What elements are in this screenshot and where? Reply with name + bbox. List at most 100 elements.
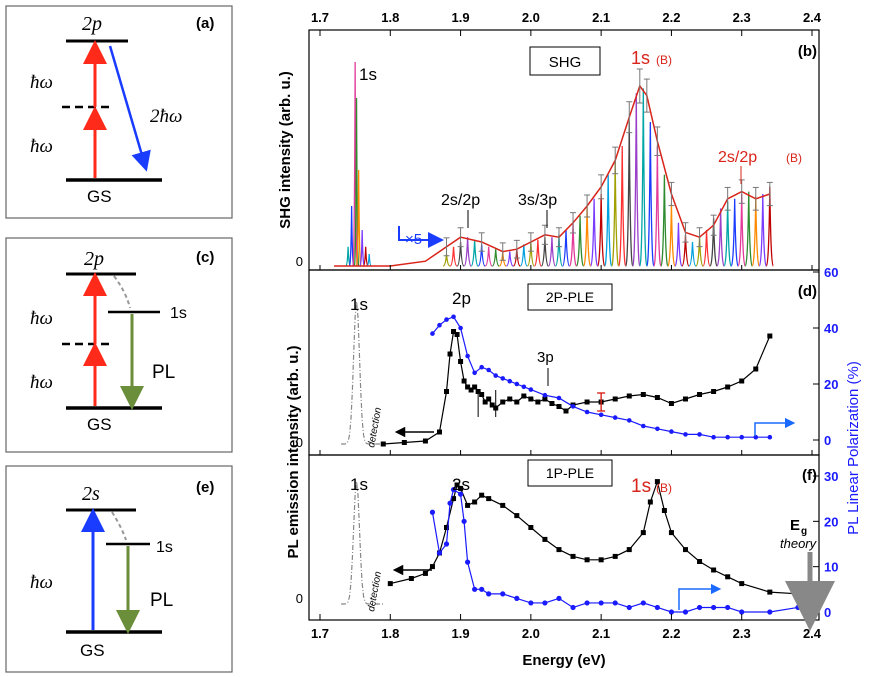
label-pl: PL [152,362,175,383]
shg-spectrum-peak [744,191,753,267]
shg-spectrum-peak [520,244,528,267]
shg-spectrum-peak [345,246,351,267]
label-gs: GS [87,415,112,434]
pol-2p-point [767,434,773,440]
ple-2p-point [500,399,506,405]
pol-1p-point [461,518,467,524]
shg-spectrum-peak [646,121,655,267]
pol-2p-point [641,423,646,429]
shg-spectrum-peak [366,253,372,267]
diagram-c: (c) 2p 1s GS ħω ħω PL [5,237,233,453]
arrow-f-right [678,583,722,610]
label-gs: GS [87,187,112,206]
ple-1p-point [584,557,590,563]
ple-2p-point [468,387,474,393]
shg-spectrum-peak [625,121,634,267]
shg-emission-arrow [108,45,151,172]
ple-1p-point [458,485,464,491]
ple-2p-point [584,399,590,405]
ple-2p-point [556,404,562,409]
pol-2p-point [493,373,499,378]
ple-2p-point [472,384,478,390]
shg-spectrum-peak [688,241,697,267]
pol-1p-point [570,604,576,611]
pol-1p-point [767,609,773,615]
annot-f-eg: E [790,517,800,534]
shg-spectrum-peak [576,215,585,267]
pol-1p-point [528,600,534,606]
legend-2p-ple-text: 2P-PLE [546,289,594,305]
y2-label-d: 60 [824,265,838,280]
top-tick-label: 2.0 [522,10,540,25]
shg-spectrum-peak [758,193,767,267]
ple-1p-point [451,496,457,502]
ple-2p-point [479,392,485,397]
ple-1p-point [697,559,703,564]
ple-2p-point [507,396,513,402]
shg-spectrum-peak [632,93,641,267]
shg-spectrum-peak [470,239,479,267]
shg-spectrum-peak [702,229,711,267]
ple-1p-point [472,499,478,505]
pol-2p-point [598,412,604,418]
pol-2p-point [697,432,702,437]
top-tick-label: 1.7 [311,10,329,25]
diagram-c-panel-label: (c) [196,249,214,266]
bottom-tick-label: 1.8 [381,626,399,641]
shg-spectrum-peak [449,246,458,267]
label-hw-1: ħω [30,308,53,329]
ple-1p-point [542,536,548,542]
pol-2p-point [507,378,513,384]
ple-1p-point [626,547,632,553]
y-zero-label: 0 [296,435,303,450]
shg-spectrum-peak [618,145,627,267]
legend-box-2p-ple [527,283,613,311]
pol-1p-point [443,541,450,547]
shg-spectrum-peak [639,88,648,267]
pol-1p-point [598,600,604,606]
diagram-a: (a) 2p GS ħω ħω 2ħω [5,5,233,219]
shg-spectrum-peak [590,198,599,267]
arrow-d-right [754,417,796,436]
ple-2p-point [444,389,450,394]
ple-1p-point [767,589,773,595]
ple-2p-point [549,401,555,406]
panel-b-label: (b) [798,43,817,60]
top-tick-label: 2.1 [592,10,610,25]
pol-1p-point [640,600,646,606]
pol-2p-point [683,432,688,437]
shg-spectrum-peak [674,222,683,267]
shg-spectrum-peak [723,201,732,267]
ple-1p-point [422,570,428,576]
y2-label-f: 30 [824,469,838,484]
pol-1p-point [436,550,443,556]
ple-2p-point [521,393,527,399]
legend-shg-text: SHG [549,54,582,71]
annot-f-1sB: 1s [631,476,651,497]
pol-2p-point [669,429,674,434]
bottom-tick-label: 2.0 [522,626,540,641]
shg-spectrum-peak [355,169,362,267]
ple-2p-point [422,438,428,444]
annot-f-1s: 1s [350,475,368,494]
ple-2p-point [542,396,548,402]
ple-2p-point [739,378,745,384]
ple-2p-point [436,429,442,435]
pol-2p-point [725,434,730,440]
ple-2p-point [654,395,660,400]
ple-2p-point [380,441,386,447]
ple-2p-point [447,351,453,357]
diagram-a-frame [5,5,233,219]
annot-f-1sB-sub: (B) [656,481,672,495]
pol-1p-point [668,609,675,615]
pol-2p-point [444,317,449,322]
shg-spectrum-peak [348,205,355,267]
ple-2p-point [612,396,618,402]
top-tick-label: 2.3 [733,10,751,25]
annot-b-2s2p: 2s/2p [441,192,480,209]
shg-spectrum-peak [667,203,676,267]
ple-1p-point [647,499,653,505]
shg-spectrum-peak [362,246,369,267]
ple-1p-point [570,553,576,559]
ple-1p-point [739,581,745,587]
